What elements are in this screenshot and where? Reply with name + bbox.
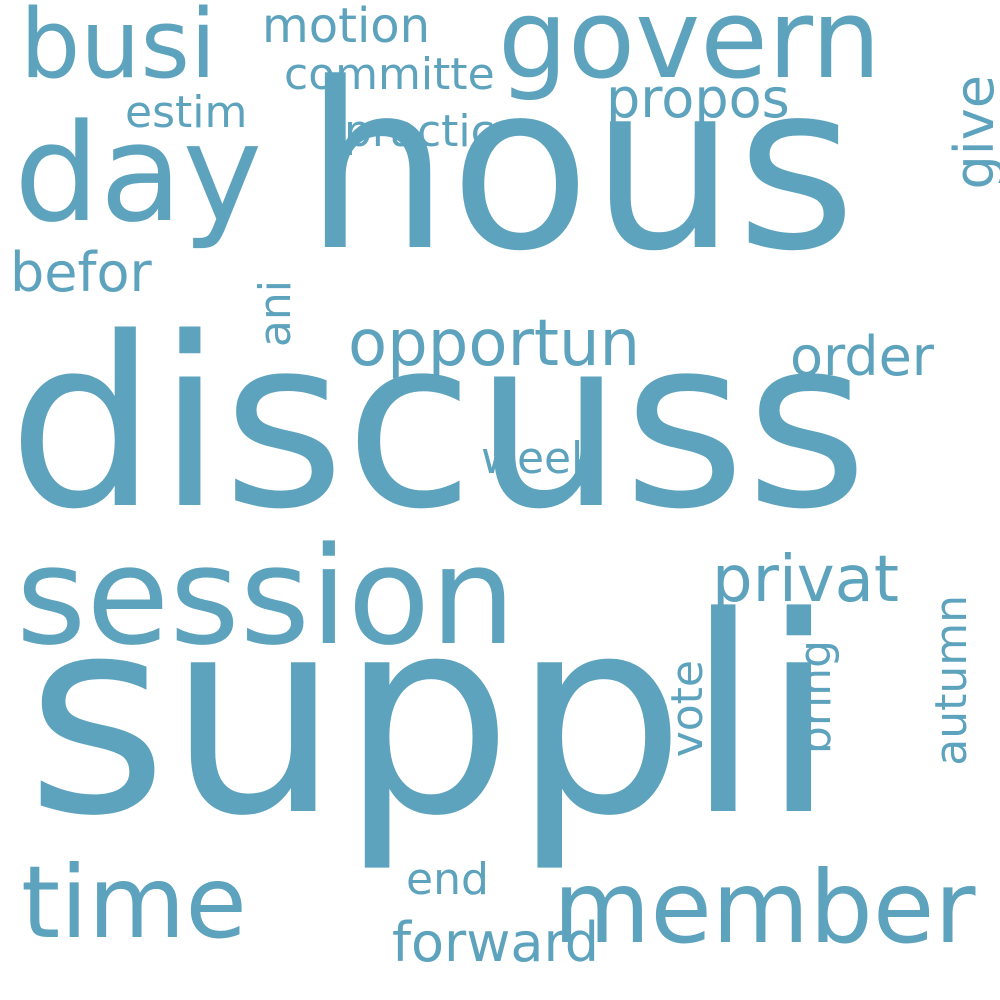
word-autumn: autumn (926, 595, 977, 766)
word-committe: practic (344, 106, 495, 157)
word-hous: hous (304, 35, 857, 302)
word-week: estim (125, 87, 248, 138)
word-member: member (553, 849, 976, 966)
word-time: time (21, 844, 247, 961)
word-suppli: suppli (26, 560, 837, 876)
word-opportun: opportun (348, 307, 641, 381)
word-vote: vote (662, 660, 713, 758)
word-end: week (481, 433, 597, 484)
word-discuss: discuss (8, 288, 868, 561)
word-govern: govern (498, 0, 881, 103)
word-estim: committe (284, 49, 495, 100)
word-order: order (790, 325, 934, 388)
word-practic: motion (262, 0, 431, 54)
word-motion: give (943, 75, 1000, 190)
word-day: day (14, 95, 263, 252)
word-ani: end (406, 854, 489, 905)
word-privat: privat (712, 543, 899, 617)
word-forward: ani (250, 280, 301, 348)
word-busi: busi (20, 0, 217, 100)
word-session: session (16, 518, 516, 675)
word-befor: befor (10, 241, 152, 304)
word-propos: propos (606, 67, 790, 130)
word-give: forward (392, 911, 600, 974)
word-bring: bring (790, 640, 841, 755)
